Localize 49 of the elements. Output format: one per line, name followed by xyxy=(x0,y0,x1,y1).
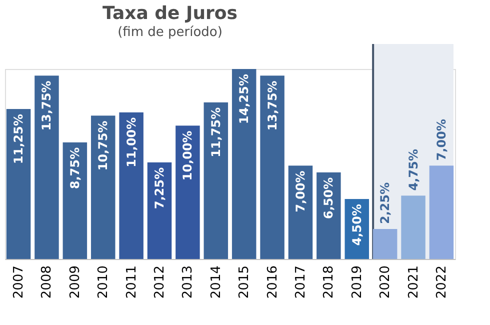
bar xyxy=(90,116,116,259)
bar xyxy=(204,102,228,259)
x-tick-label: 2007 xyxy=(12,266,27,299)
x-tick-label: 2022 xyxy=(434,266,450,299)
data-label: 8,75% xyxy=(68,147,82,189)
x-tick-label: 2011 xyxy=(124,266,140,299)
x-tick-label: 2018 xyxy=(322,266,337,299)
data-label: 13,75% xyxy=(40,80,54,131)
data-label: 11,00% xyxy=(124,117,138,168)
x-tick-label: 2015 xyxy=(237,266,252,299)
chart-subtitle: (fim de período) xyxy=(118,25,222,40)
data-label: 10,00% xyxy=(180,130,195,181)
bar xyxy=(401,196,426,259)
data-label: 11,75% xyxy=(208,107,223,158)
data-label: 11,25% xyxy=(12,114,26,164)
data-label: 2,25% xyxy=(378,182,392,224)
bar xyxy=(316,172,341,259)
bar xyxy=(176,126,200,259)
bar xyxy=(232,69,256,259)
x-tick-label: 2019 xyxy=(350,266,365,299)
x-tick-label: 2008 xyxy=(40,266,55,299)
data-label: 13,75% xyxy=(265,80,280,131)
x-tick-label: 2010 xyxy=(96,266,112,299)
x-tick-label: 2020 xyxy=(378,266,394,299)
bar xyxy=(62,142,88,259)
data-label: 6,50% xyxy=(322,177,336,219)
x-tick-label: 2017 xyxy=(293,266,308,299)
x-tick-label: 2012 xyxy=(152,266,168,299)
chart-title: Taxa de Juros xyxy=(102,3,238,24)
bar xyxy=(34,76,59,259)
bar xyxy=(6,109,31,259)
data-label: 10,75% xyxy=(96,120,110,171)
x-tick-label: 2016 xyxy=(265,266,280,299)
bar xyxy=(147,162,172,259)
x-tick-label: 2021 xyxy=(406,266,422,299)
data-label: 7,00% xyxy=(293,170,308,212)
data-label: 7,00% xyxy=(434,119,448,161)
bar xyxy=(372,229,398,259)
data-label: 4,50% xyxy=(350,204,364,246)
data-label: 14,25% xyxy=(237,74,252,124)
bar xyxy=(429,166,454,259)
x-tick-label: 2014 xyxy=(208,266,224,299)
x-tick-label: 2009 xyxy=(68,266,83,299)
data-label: 4,75% xyxy=(406,149,420,191)
bar xyxy=(288,166,313,259)
bar xyxy=(260,76,284,259)
bar xyxy=(119,112,144,259)
x-tick-label: 2013 xyxy=(180,266,196,299)
data-label: 7,25% xyxy=(152,167,167,209)
